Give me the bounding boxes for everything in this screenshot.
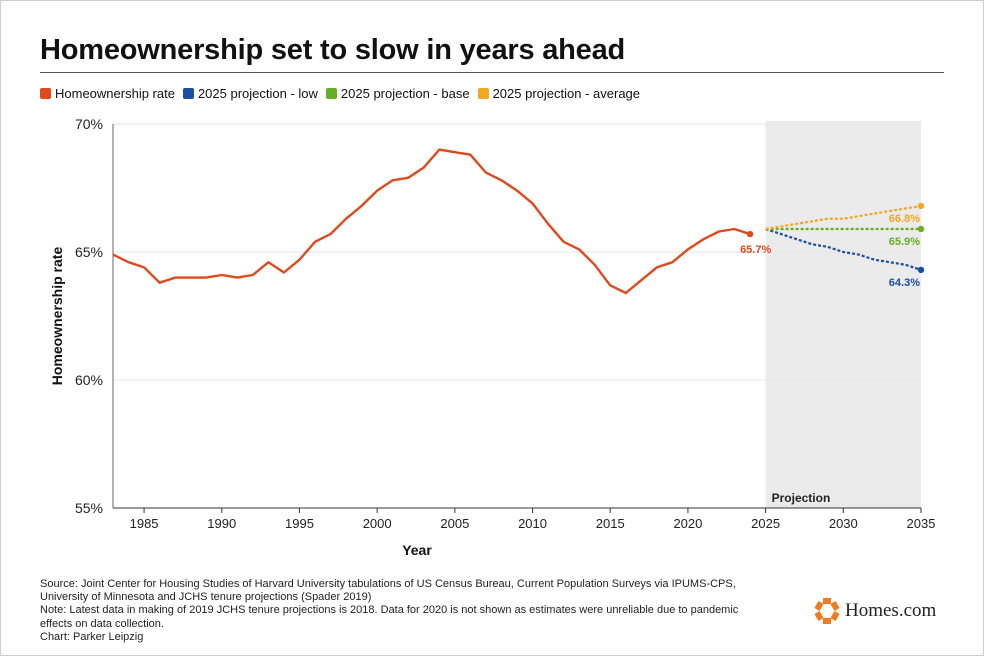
footer-line: effects on data collection.	[40, 617, 164, 630]
legend-swatch-homeownership-rate	[40, 88, 51, 99]
x-tick-label: 2035	[907, 516, 936, 531]
legend-swatch-projection-base	[325, 88, 337, 99]
x-tick-label: 2000	[363, 516, 392, 531]
series-end-point	[917, 202, 925, 210]
y-axis-title: Homeownership rate	[49, 247, 65, 386]
legend-label-homeownership-rate: Homeownership rate	[55, 86, 175, 101]
series-line-2025-projection-low	[765, 227, 922, 271]
footer-line: Source: Joint Center for Housing Studies…	[40, 578, 736, 590]
x-tick-label: 1985	[130, 516, 159, 531]
x-tick-label: 1990	[207, 516, 236, 531]
logo-petal	[814, 611, 824, 621]
chart-legend: Homeownership rate 2025 projection - low…	[40, 86, 648, 101]
x-axis-title: Year	[402, 542, 432, 558]
chart-footer: Source: Joint Center for Housing Studies…	[40, 578, 800, 644]
series-end-label: 65.9%	[889, 236, 920, 248]
legend-item-projection-average: 2025 projection - average	[477, 86, 641, 101]
series-end-label: 65.7%	[740, 244, 771, 256]
logo-petal	[823, 598, 831, 604]
logo-petal	[814, 601, 824, 611]
title-divider	[40, 72, 944, 73]
footer-line: Chart: Parker Leipzig	[40, 630, 144, 643]
x-tick-label: 2025	[751, 516, 780, 531]
series-end-point	[917, 225, 925, 233]
footer-line: University of Minnesota and JCHS tenure …	[40, 591, 372, 604]
series-line-homeownership-rate	[112, 148, 751, 295]
y-tick-label: 70%	[75, 116, 103, 132]
x-tick-label: 2020	[673, 516, 702, 531]
legend-item-projection-base: 2025 projection - base	[325, 86, 470, 101]
series-end-label: 64.3%	[889, 277, 920, 289]
legend-label-projection-average: 2025 projection - average	[492, 86, 641, 101]
series-end-point	[746, 230, 754, 238]
footer-line: Note: Latest data in making of 2019 JCHS…	[40, 604, 739, 617]
legend-swatch-projection-low	[182, 88, 194, 99]
y-tick-label: 65%	[75, 244, 103, 260]
legend-swatch-projection-average	[477, 88, 489, 99]
homeownership-line-chart: Projection 55% 60% 65% 70% 1985 1990 1995 2000 20…	[49, 116, 936, 558]
brand-logo: Homes.com	[814, 598, 936, 624]
legend-label-projection-base: 2025 projection - base	[340, 86, 470, 101]
homes-logo-icon	[814, 598, 840, 624]
projection-band	[765, 121, 921, 508]
brand-name: Homes.com	[845, 600, 937, 621]
page-title: Homeownership set to slow in years ahead	[40, 34, 626, 66]
series-end-label: 66.8%	[889, 213, 920, 225]
legend-item-projection-low: 2025 projection - low	[182, 86, 318, 101]
series-end-point	[917, 266, 925, 274]
logo-petal	[823, 618, 831, 624]
y-tick-label: 55%	[75, 500, 103, 516]
series-line-2025-projection-average	[765, 204, 922, 231]
projection-band-label: Projection	[772, 491, 831, 505]
logo-petal	[830, 601, 840, 611]
x-tick-label: 2015	[596, 516, 625, 531]
legend-label-projection-low: 2025 projection - low	[197, 86, 318, 101]
legend-item-homeownership-rate: Homeownership rate	[40, 86, 175, 101]
x-tick-label: 2005	[440, 516, 469, 531]
y-tick-label: 60%	[75, 372, 103, 388]
logo-petal	[830, 611, 840, 621]
x-tick-label: 1995	[285, 516, 314, 531]
x-tick-label: 2030	[829, 516, 858, 531]
x-tick-label: 2010	[518, 516, 547, 531]
